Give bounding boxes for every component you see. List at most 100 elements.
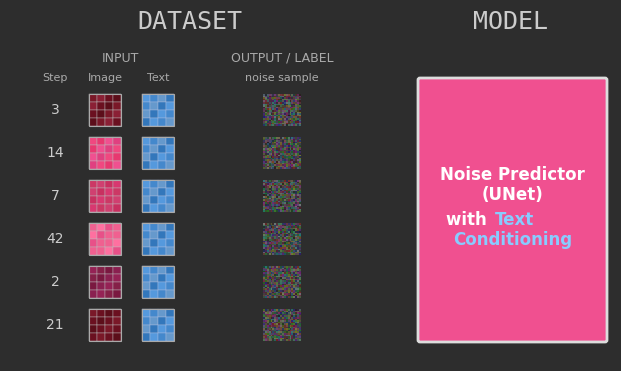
Text: 42: 42 (46, 232, 64, 246)
Bar (142, 161, 150, 169)
Bar (142, 266, 150, 274)
Bar (97, 145, 105, 153)
Text: Image: Image (88, 73, 122, 83)
Bar (166, 317, 174, 325)
Bar (166, 325, 174, 333)
Bar (105, 145, 113, 153)
Bar (166, 110, 174, 118)
Bar (150, 290, 158, 298)
Bar (150, 161, 158, 169)
Bar (89, 188, 97, 196)
Bar (105, 231, 113, 239)
Bar (89, 137, 97, 145)
Text: INPUT: INPUT (101, 52, 138, 65)
Bar (166, 239, 174, 247)
Bar (113, 145, 121, 153)
Bar (150, 118, 158, 126)
Bar (105, 317, 113, 325)
Bar (113, 188, 121, 196)
Bar (158, 161, 166, 169)
Bar (142, 309, 174, 341)
Bar (166, 196, 174, 204)
Bar (166, 180, 174, 188)
Bar (150, 282, 158, 290)
Bar (166, 247, 174, 255)
Bar (158, 180, 166, 188)
Bar (142, 180, 150, 188)
Bar (113, 274, 121, 282)
Bar (105, 247, 113, 255)
Bar (158, 145, 166, 153)
Bar (89, 223, 97, 231)
Bar (89, 309, 97, 317)
Bar (142, 188, 150, 196)
Bar (142, 266, 174, 298)
Bar (142, 204, 150, 212)
Bar (97, 188, 105, 196)
Bar (158, 110, 166, 118)
Bar (166, 137, 174, 145)
Bar (89, 333, 97, 341)
Bar (97, 118, 105, 126)
Bar (113, 223, 121, 231)
Bar (97, 137, 105, 145)
Bar (150, 196, 158, 204)
Bar (142, 274, 150, 282)
Bar (89, 161, 97, 169)
Bar (166, 188, 174, 196)
Bar (105, 180, 113, 188)
Bar (142, 94, 150, 102)
Bar (158, 290, 166, 298)
Bar (105, 110, 113, 118)
Text: 2: 2 (51, 275, 60, 289)
Bar (89, 274, 97, 282)
Bar (150, 231, 158, 239)
Bar (142, 94, 174, 126)
Bar (150, 325, 158, 333)
Text: 3: 3 (51, 103, 60, 117)
Bar (158, 153, 166, 161)
Bar (113, 137, 121, 145)
Bar (89, 137, 121, 169)
Bar (97, 231, 105, 239)
Bar (166, 266, 174, 274)
Bar (105, 102, 113, 110)
Bar (89, 282, 97, 290)
Bar (166, 153, 174, 161)
Bar (150, 223, 158, 231)
Bar (150, 145, 158, 153)
Text: Text: Text (494, 211, 534, 229)
Bar (142, 223, 174, 255)
Bar (89, 145, 97, 153)
Text: 7: 7 (51, 189, 60, 203)
Bar (158, 239, 166, 247)
Bar (158, 274, 166, 282)
Text: Conditioning: Conditioning (453, 231, 572, 249)
Bar (113, 282, 121, 290)
Bar (150, 180, 158, 188)
Bar (150, 239, 158, 247)
Bar (166, 282, 174, 290)
Bar (113, 94, 121, 102)
Bar (105, 188, 113, 196)
Bar (166, 274, 174, 282)
Bar (89, 239, 97, 247)
Bar (166, 102, 174, 110)
Text: noise sample: noise sample (245, 73, 319, 83)
Bar (142, 180, 174, 212)
Text: Step: Step (42, 73, 68, 83)
Bar (166, 204, 174, 212)
Bar (150, 309, 158, 317)
Bar (105, 153, 113, 161)
Bar (105, 290, 113, 298)
Bar (113, 239, 121, 247)
Bar (89, 266, 121, 298)
Bar (150, 188, 158, 196)
Bar (97, 153, 105, 161)
Bar (89, 204, 97, 212)
Bar (166, 145, 174, 153)
Bar (113, 325, 121, 333)
Bar (113, 153, 121, 161)
Bar (150, 204, 158, 212)
Bar (150, 317, 158, 325)
